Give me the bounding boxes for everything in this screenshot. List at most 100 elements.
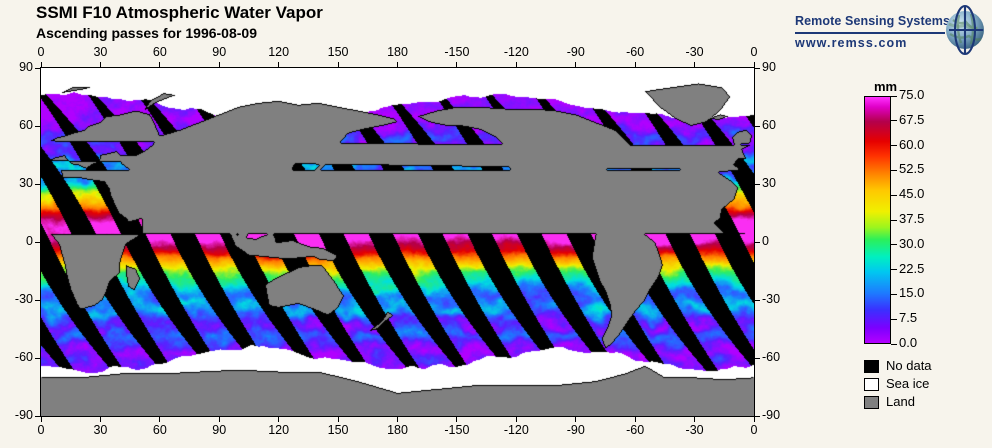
x-tick-mark-top--30 xyxy=(694,62,696,67)
x-tick-label-bottom--90: -90 xyxy=(566,423,585,437)
branding-block: Remote Sensing Systems www.remss.com xyxy=(795,4,990,66)
x-tick-mark-top-30 xyxy=(99,62,101,67)
x-tick-mark-top--90 xyxy=(575,62,577,67)
legend-item-0: No data xyxy=(864,358,984,376)
x-tick-label-top-180: 180 xyxy=(387,45,408,59)
x-tick-mark-bottom--60 xyxy=(634,417,636,422)
x-tick-label-bottom-0: 0 xyxy=(37,423,45,437)
colorbar-unit-label: mm xyxy=(874,79,898,94)
y-tick-label-right--30: -30 xyxy=(762,292,781,306)
legend-label-1: Sea ice xyxy=(886,376,930,391)
y-tick-mark-right-0 xyxy=(755,241,760,243)
colorbar[interactable] xyxy=(864,96,891,344)
y-tick-mark-left-0 xyxy=(35,241,40,243)
colorbar-tick-52.5 xyxy=(891,169,897,171)
y-tick-label-right-0: 0 xyxy=(762,234,769,248)
y-tick-mark-right--30 xyxy=(755,299,760,301)
legend-item-1: Sea ice xyxy=(864,376,984,394)
y-tick-mark-left-60 xyxy=(35,125,40,127)
colorbar-tick-22.5 xyxy=(891,269,897,271)
colorbar-tick-37.5 xyxy=(891,219,897,221)
x-tick-label-bottom--150: -150 xyxy=(444,423,470,437)
colorbar-tick-label-45.0: 45.0 xyxy=(899,186,925,202)
colorbar-tick-label-67.5: 67.5 xyxy=(899,111,925,127)
colorbar-tick-45.0 xyxy=(891,194,897,196)
colorbar-tick-label-52.5: 52.5 xyxy=(899,161,925,177)
x-tick-label-top--60: -60 xyxy=(626,45,645,59)
x-tick-mark-top-90 xyxy=(218,62,220,67)
colorbar-tick-label-0.0: 0.0 xyxy=(899,335,918,350)
legend-item-2: Land xyxy=(864,394,984,412)
x-tick-mark-top-0 xyxy=(40,62,42,67)
x-tick-label-top-30: 30 xyxy=(93,45,108,59)
y-tick-mark-right-30 xyxy=(755,183,760,185)
x-tick-label-bottom-30: 30 xyxy=(93,423,108,437)
colorbar-tick-label-15.0: 15.0 xyxy=(899,285,925,301)
colorbar-tick-0.0 xyxy=(891,343,897,345)
colorbar-tick-15.0 xyxy=(891,293,897,295)
x-tick-label-bottom--120: -120 xyxy=(503,423,529,437)
page-title: SSMI F10 Atmospheric Water Vapor xyxy=(36,3,323,22)
colorbar-tick-67.5 xyxy=(891,120,897,122)
y-tick-label-right-60: 60 xyxy=(762,118,776,132)
x-tick-mark-top-180 xyxy=(397,62,398,67)
y-tick-label-left--60: -60 xyxy=(14,350,33,364)
x-tick-mark-bottom-180 xyxy=(397,417,398,422)
x-tick-label-bottom-60: 60 xyxy=(152,423,167,437)
x-tick-mark-bottom-0 xyxy=(40,417,42,422)
y-tick-mark-left--30 xyxy=(35,299,40,301)
colorbar-tick-60.0 xyxy=(891,145,897,147)
legend-swatch-0 xyxy=(864,360,879,373)
x-tick-label-top-90: 90 xyxy=(212,45,227,59)
x-tick-mark-bottom-120 xyxy=(278,417,280,422)
colorbar-tick-label-75.0: 75.0 xyxy=(899,87,925,102)
x-tick-label-bottom--60: -60 xyxy=(626,423,645,437)
x-tick-mark-top-150 xyxy=(337,62,339,67)
x-tick-label-bottom-180: 180 xyxy=(387,423,408,437)
x-tick-mark-top-0 xyxy=(753,62,755,67)
y-tick-label-left--90: -90 xyxy=(14,408,33,422)
x-tick-mark-bottom-0 xyxy=(753,417,755,422)
water-vapor-map xyxy=(41,68,754,416)
y-tick-label-left-0: 0 xyxy=(26,234,33,248)
x-tick-mark-bottom-90 xyxy=(218,417,220,422)
legend-swatch-1 xyxy=(864,378,879,391)
legend-swatch-2 xyxy=(864,396,879,409)
y-tick-label-right-90: 90 xyxy=(762,60,776,74)
x-tick-label-top-0: 0 xyxy=(750,45,758,59)
x-tick-mark-bottom--150 xyxy=(456,417,458,422)
colorbar-tick-label-7.5: 7.5 xyxy=(899,310,918,326)
colorbar-tick-7.5 xyxy=(891,318,897,320)
y-tick-mark-left--60 xyxy=(35,357,40,359)
globe-icon xyxy=(946,4,984,56)
map-legend: No data Sea ice Land xyxy=(864,358,984,412)
x-tick-mark-top--150 xyxy=(456,62,458,67)
x-tick-label-bottom--30: -30 xyxy=(685,423,704,437)
y-tick-mark-left-90 xyxy=(35,67,40,69)
x-tick-label-top-150: 150 xyxy=(327,45,349,59)
x-tick-mark-top-120 xyxy=(278,62,280,67)
map-plot-area[interactable] xyxy=(40,67,755,417)
x-tick-label-top--90: -90 xyxy=(566,45,585,59)
x-tick-label-top--120: -120 xyxy=(503,45,529,59)
x-tick-mark-bottom--90 xyxy=(575,417,577,422)
colorbar-tick-label-37.5: 37.5 xyxy=(899,211,925,226)
x-tick-label-top-60: 60 xyxy=(152,45,167,59)
brand-divider xyxy=(795,32,945,34)
y-tick-label-right--90: -90 xyxy=(762,408,781,422)
x-tick-mark-bottom-30 xyxy=(99,417,101,422)
x-tick-label-top-120: 120 xyxy=(268,45,290,59)
y-tick-label-left-30: 30 xyxy=(19,176,33,190)
y-tick-label-left--30: -30 xyxy=(14,292,33,306)
x-tick-mark-top-60 xyxy=(159,62,161,67)
x-tick-label-bottom-120: 120 xyxy=(268,423,290,437)
y-tick-mark-left-30 xyxy=(35,183,40,185)
colorbar-tick-label-30.0: 30.0 xyxy=(899,235,925,251)
legend-label-2: Land xyxy=(886,394,915,409)
x-tick-label-top-0: 0 xyxy=(37,45,45,59)
x-tick-label-bottom-90: 90 xyxy=(212,423,227,437)
y-tick-label-right-30: 30 xyxy=(762,176,776,190)
y-tick-mark-right-60 xyxy=(755,125,760,127)
y-tick-mark-right-90 xyxy=(755,67,760,69)
brand-url: www.remss.com xyxy=(795,36,908,50)
